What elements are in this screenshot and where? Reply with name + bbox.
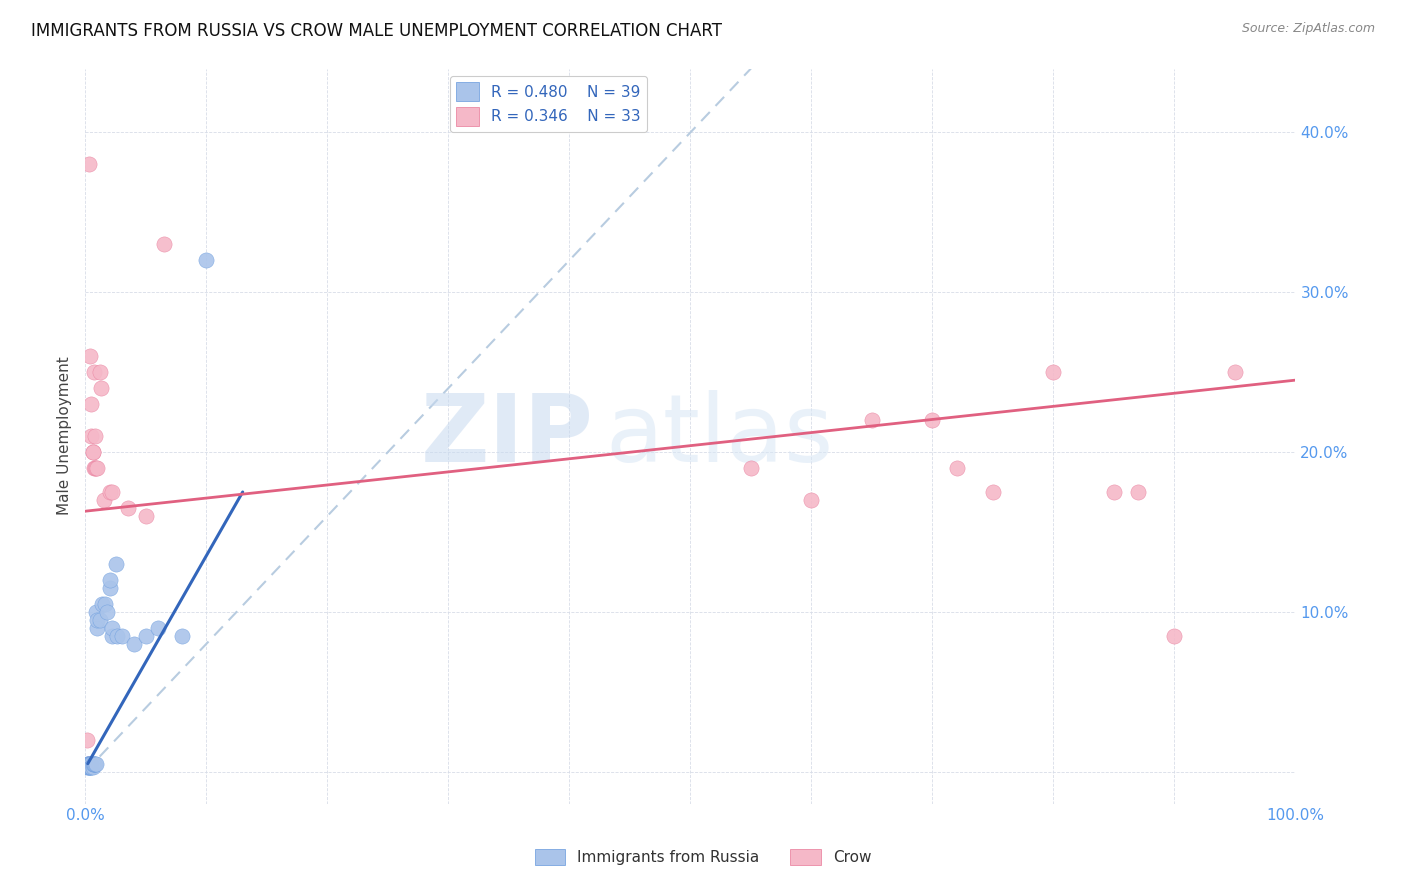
Point xyxy=(84,756,107,771)
Point xyxy=(76,760,98,774)
Point xyxy=(117,500,139,515)
Point xyxy=(82,445,104,459)
Text: atlas: atlas xyxy=(606,390,834,482)
Point xyxy=(76,756,98,771)
Point xyxy=(945,461,967,475)
Point xyxy=(90,381,112,395)
Point xyxy=(84,461,107,475)
Point xyxy=(83,461,105,475)
Point xyxy=(76,732,98,747)
Point xyxy=(104,557,127,571)
Point xyxy=(800,493,823,508)
Point xyxy=(93,597,115,611)
Point xyxy=(91,597,114,611)
Point xyxy=(80,429,103,443)
Point xyxy=(101,621,124,635)
Point xyxy=(76,756,98,771)
Point xyxy=(146,621,169,635)
Point xyxy=(105,629,128,643)
Point xyxy=(1102,485,1125,500)
Point xyxy=(740,461,762,475)
Point xyxy=(172,629,194,643)
Point xyxy=(79,760,101,774)
Point xyxy=(195,253,218,268)
Point xyxy=(76,756,98,771)
Point xyxy=(76,760,98,774)
Point xyxy=(96,605,118,619)
Point xyxy=(111,629,134,643)
Point xyxy=(93,493,115,508)
Point xyxy=(79,756,101,771)
Point xyxy=(1163,629,1185,643)
Y-axis label: Male Unemployment: Male Unemployment xyxy=(58,357,72,516)
Point xyxy=(84,461,107,475)
Point xyxy=(1223,365,1246,379)
Point xyxy=(135,629,157,643)
Point xyxy=(98,573,121,587)
Point xyxy=(98,485,121,500)
Point xyxy=(98,581,121,595)
Point xyxy=(101,629,124,643)
Point xyxy=(981,485,1004,500)
Point xyxy=(1042,365,1064,379)
Point xyxy=(80,756,103,771)
Point xyxy=(921,413,943,427)
Point xyxy=(86,621,108,635)
Point xyxy=(86,613,108,627)
Point xyxy=(89,613,111,627)
Point xyxy=(83,365,105,379)
Point xyxy=(82,760,104,774)
Point xyxy=(122,637,145,651)
Point xyxy=(860,413,883,427)
Point xyxy=(89,365,111,379)
Point xyxy=(76,756,98,771)
Point xyxy=(84,605,107,619)
Point xyxy=(80,760,103,774)
Point xyxy=(84,429,107,443)
Point xyxy=(77,157,100,171)
Point xyxy=(79,756,101,771)
Point xyxy=(77,756,100,771)
Legend: Immigrants from Russia, Crow: Immigrants from Russia, Crow xyxy=(529,843,877,871)
Point xyxy=(135,508,157,523)
Point xyxy=(101,485,124,500)
Point xyxy=(82,756,104,771)
Point xyxy=(83,756,105,771)
Point xyxy=(77,760,100,774)
Point xyxy=(153,237,176,252)
Point xyxy=(80,760,103,774)
Point xyxy=(80,397,103,411)
Text: IMMIGRANTS FROM RUSSIA VS CROW MALE UNEMPLOYMENT CORRELATION CHART: IMMIGRANTS FROM RUSSIA VS CROW MALE UNEM… xyxy=(31,22,721,40)
Point xyxy=(79,349,101,363)
Text: Source: ZipAtlas.com: Source: ZipAtlas.com xyxy=(1241,22,1375,36)
Point xyxy=(77,760,100,774)
Point xyxy=(82,445,104,459)
Point xyxy=(1126,485,1149,500)
Legend: R = 0.480    N = 39, R = 0.346    N = 33: R = 0.480 N = 39, R = 0.346 N = 33 xyxy=(450,76,647,132)
Text: ZIP: ZIP xyxy=(420,390,593,482)
Point xyxy=(84,756,107,771)
Point xyxy=(86,461,108,475)
Point xyxy=(83,756,105,771)
